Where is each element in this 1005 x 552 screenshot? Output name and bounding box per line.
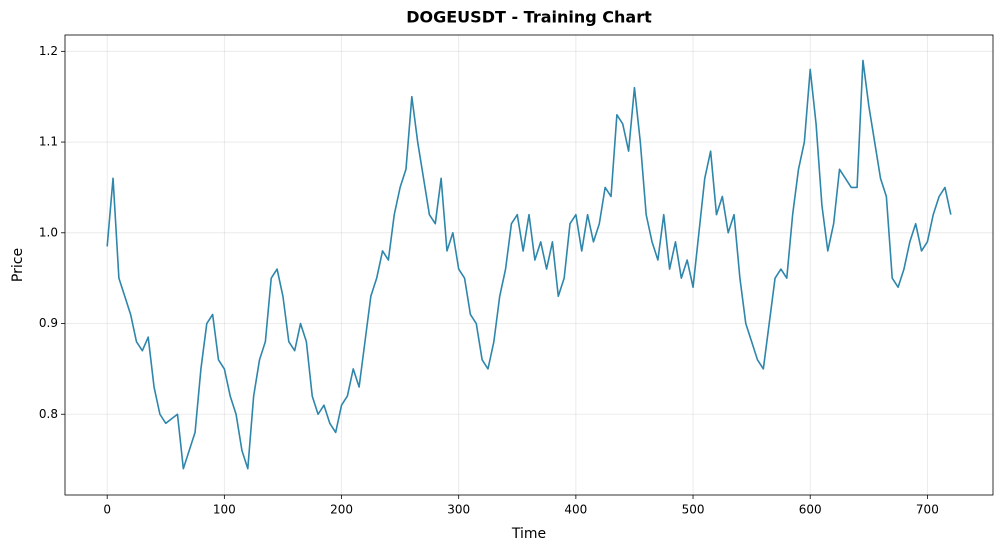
chart-title: DOGEUSDT - Training Chart (406, 8, 652, 27)
y-tick-label: 1.1 (39, 135, 58, 149)
price-line (106, 59, 952, 470)
x-tick-label: 500 (682, 503, 705, 517)
y-tick-label: 0.9 (39, 316, 58, 330)
x-tick-label: 200 (330, 503, 353, 517)
x-axis-label: Time (511, 526, 546, 542)
x-tick-label: 0 (103, 503, 111, 517)
x-tick-label: 100 (213, 503, 236, 517)
x-tick-label: 700 (916, 503, 939, 517)
x-tick-label: 400 (564, 503, 587, 517)
y-tick-label: 1.2 (39, 44, 58, 58)
y-tick-label: 0.8 (39, 407, 58, 421)
y-axis-label: Price (10, 248, 26, 282)
y-tick-label: 1.0 (39, 225, 58, 239)
plot-frame (64, 34, 994, 496)
x-tick-label: 300 (447, 503, 470, 517)
x-tick-label: 600 (799, 503, 822, 517)
